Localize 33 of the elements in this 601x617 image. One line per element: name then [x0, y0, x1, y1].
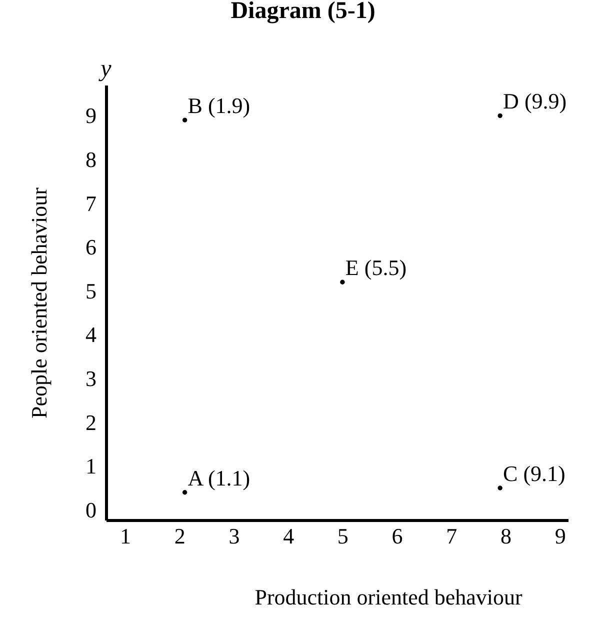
x-tick-label: 7 [446, 524, 458, 548]
y-tick-label: 8 [86, 146, 96, 172]
y-tick-label: 1 [86, 454, 96, 479]
y-tick-label: 6 [86, 234, 96, 260]
y-tick-label: 0 [86, 497, 96, 522]
annotation: A (1.1) [188, 465, 250, 490]
y-tick-label: 5 [86, 278, 96, 304]
y-tick-label: 4 [86, 322, 96, 348]
x-axis-title: Production oriented behaviour [254, 584, 523, 610]
annotation: B (1.9) [188, 93, 250, 118]
x-tick-label: 8 [500, 524, 512, 548]
point [498, 486, 502, 490]
point [182, 118, 188, 122]
y-tick-label: 3 [86, 366, 96, 392]
point [182, 490, 188, 495]
y-tick-label: 2 [86, 410, 96, 435]
text: y [98, 56, 112, 82]
annotation: C (9.1) [503, 461, 566, 486]
x-tick-label: 3 [228, 524, 240, 548]
x-tick-label: 9 [554, 524, 566, 548]
y-axis-title: People oriented behaviour [26, 186, 52, 418]
annotation: E (5.5) [345, 255, 407, 280]
y-tick-label: 7 [86, 190, 96, 216]
x-tick-label: 1 [120, 524, 132, 548]
x-tick-label: 2 [174, 524, 186, 548]
x-tick-label: 6 [392, 524, 403, 548]
chart-title: Diagram (5-1) [230, 0, 376, 24]
x-tick-label: 4 [283, 524, 294, 548]
y-tick-label: 9 [86, 103, 96, 128]
point [498, 113, 502, 118]
annotation: D (9.9) [503, 88, 567, 114]
point [340, 280, 345, 284]
x-tick-label: 5 [337, 524, 348, 548]
